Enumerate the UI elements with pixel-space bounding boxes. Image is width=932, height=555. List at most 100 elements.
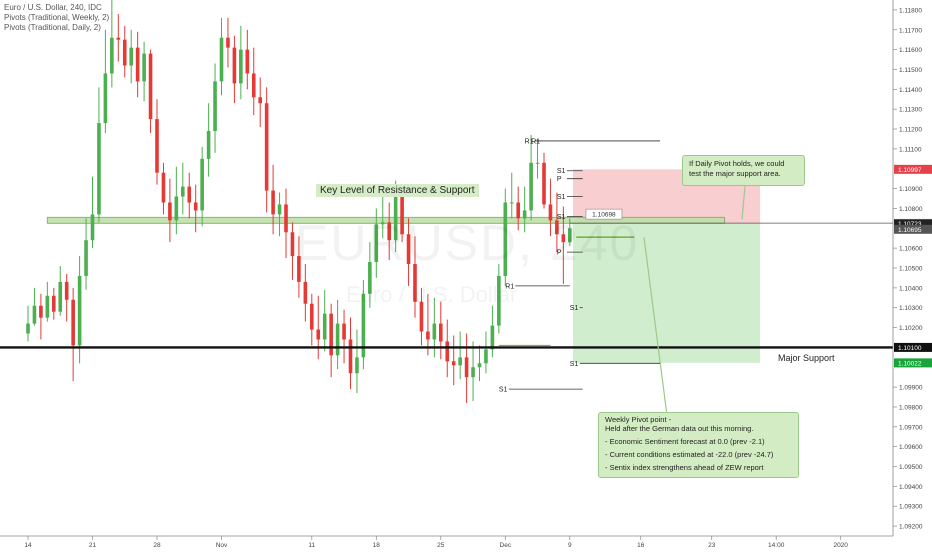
candle-body[interactable] xyxy=(64,281,69,300)
major-support-label[interactable]: Major Support xyxy=(778,353,835,363)
candle-body[interactable] xyxy=(77,275,82,346)
candle-body[interactable] xyxy=(52,295,56,312)
candle-body[interactable] xyxy=(374,224,379,263)
candle-body[interactable] xyxy=(142,53,146,82)
legend-daily-pivots[interactable]: Pivots (Traditional, Daily, 2) xyxy=(4,23,101,32)
candle-body[interactable] xyxy=(103,73,108,124)
candle-body[interactable] xyxy=(187,186,192,203)
candle-body[interactable] xyxy=(477,363,482,368)
candle-body[interactable] xyxy=(484,349,488,364)
weekly-pivot-note[interactable]: Weekly Pivot point - Held after the Germ… xyxy=(598,412,799,478)
candle-body[interactable] xyxy=(497,275,501,326)
candle-body[interactable] xyxy=(555,220,559,235)
candle-body[interactable] xyxy=(277,204,282,215)
pivot-label[interactable]: S1 xyxy=(557,168,566,175)
entry-label[interactable]: 1.10698 xyxy=(585,208,623,220)
candle-body[interactable] xyxy=(219,37,224,82)
candle-body[interactable] xyxy=(264,103,269,191)
price-tag[interactable]: 1.10695 xyxy=(894,224,932,234)
candle-body[interactable] xyxy=(458,357,462,366)
price-tag[interactable]: 1.10723 xyxy=(894,219,932,229)
candle-body[interactable] xyxy=(348,339,353,374)
candle-body[interactable] xyxy=(135,47,140,82)
candle-body[interactable] xyxy=(368,262,372,294)
candle-body[interactable] xyxy=(355,357,359,374)
candle-body[interactable] xyxy=(542,162,546,205)
candle-body[interactable] xyxy=(297,256,301,282)
legend-symbol[interactable]: Euro / U.S. Dollar, 240, IDC xyxy=(4,3,102,12)
candle-body[interactable] xyxy=(84,240,88,276)
candle-body[interactable] xyxy=(110,37,114,74)
candle-body[interactable] xyxy=(451,361,456,366)
candle-body[interactable] xyxy=(406,234,411,265)
candle-body[interactable] xyxy=(529,162,533,211)
candle-body[interactable] xyxy=(471,367,475,378)
candle-body[interactable] xyxy=(239,49,243,84)
candle-body[interactable] xyxy=(32,305,37,324)
candle-body[interactable] xyxy=(181,186,185,197)
candle-body[interactable] xyxy=(568,228,572,243)
candle-body[interactable] xyxy=(45,295,50,318)
candle-body[interactable] xyxy=(490,325,495,350)
candle-body[interactable] xyxy=(122,39,127,66)
candle-body[interactable] xyxy=(419,301,424,332)
key-level-band[interactable] xyxy=(46,216,726,224)
pivot-label[interactable]: S1 xyxy=(570,305,579,312)
candle-body[interactable] xyxy=(97,123,101,215)
candle-body[interactable] xyxy=(316,329,321,340)
pivot-label[interactable]: S1 xyxy=(570,361,579,368)
candle-body[interactable] xyxy=(245,49,250,74)
candle-body[interactable] xyxy=(71,299,75,346)
candle-body[interactable] xyxy=(413,264,417,302)
candle-body[interactable] xyxy=(303,281,308,304)
pivot-label[interactable]: S1 xyxy=(557,194,566,201)
candle-body[interactable] xyxy=(161,172,166,203)
pivot-label[interactable]: S1 xyxy=(499,387,508,394)
pivot-label[interactable]: P xyxy=(557,250,562,257)
candle-body[interactable] xyxy=(387,222,391,241)
candle-body[interactable] xyxy=(39,305,43,318)
candle-body[interactable] xyxy=(548,204,553,221)
candle-body[interactable] xyxy=(535,162,540,164)
candle-body[interactable] xyxy=(335,323,340,356)
candle-body[interactable] xyxy=(426,331,430,340)
candle-body[interactable] xyxy=(232,47,237,84)
candle-body[interactable] xyxy=(400,196,404,235)
candle-body[interactable] xyxy=(193,202,198,211)
candle-body[interactable] xyxy=(226,37,230,48)
candle-body[interactable] xyxy=(380,222,385,225)
legend-weekly-pivots[interactable]: Pivots (Traditional, Weekly, 2) xyxy=(4,13,110,22)
candle-body[interactable] xyxy=(522,210,527,219)
candle-body[interactable] xyxy=(561,234,566,243)
daily-pivot-note[interactable]: If Daily Pivot holds, we could test the … xyxy=(682,155,805,186)
candle-body[interactable] xyxy=(432,323,437,340)
candle-body[interactable] xyxy=(271,190,275,215)
candle-body[interactable] xyxy=(464,357,469,378)
candle-body[interactable] xyxy=(206,131,211,159)
candle-body[interactable] xyxy=(90,214,95,241)
candle-body[interactable] xyxy=(148,53,153,120)
key-level-label[interactable]: Key Level of Resistance & Support xyxy=(316,184,479,197)
pivot-label[interactable]: S1 xyxy=(557,214,566,221)
price-tag[interactable]: 1.10100 xyxy=(894,342,932,352)
candle-body[interactable] xyxy=(155,119,159,173)
candle-body[interactable] xyxy=(322,313,327,340)
pivot-label[interactable]: R1 xyxy=(505,283,514,290)
profit-target-zone[interactable] xyxy=(573,223,761,363)
candle-body[interactable] xyxy=(168,202,172,221)
pivot-label[interactable]: R1 xyxy=(531,138,540,145)
price-tag[interactable]: 1.10022 xyxy=(894,358,932,368)
candle-body[interactable] xyxy=(116,37,121,40)
candle-body[interactable] xyxy=(129,47,133,66)
pivot-label[interactable]: P xyxy=(557,176,562,183)
candle-body[interactable] xyxy=(200,158,204,211)
candle-body[interactable] xyxy=(284,204,288,233)
candle-body[interactable] xyxy=(393,196,398,241)
candle-body[interactable] xyxy=(342,323,346,340)
candle-body[interactable] xyxy=(26,323,30,334)
candle-body[interactable] xyxy=(509,202,514,204)
candle-body[interactable] xyxy=(439,323,443,342)
candle-body[interactable] xyxy=(251,73,256,98)
candle-body[interactable] xyxy=(310,303,314,330)
